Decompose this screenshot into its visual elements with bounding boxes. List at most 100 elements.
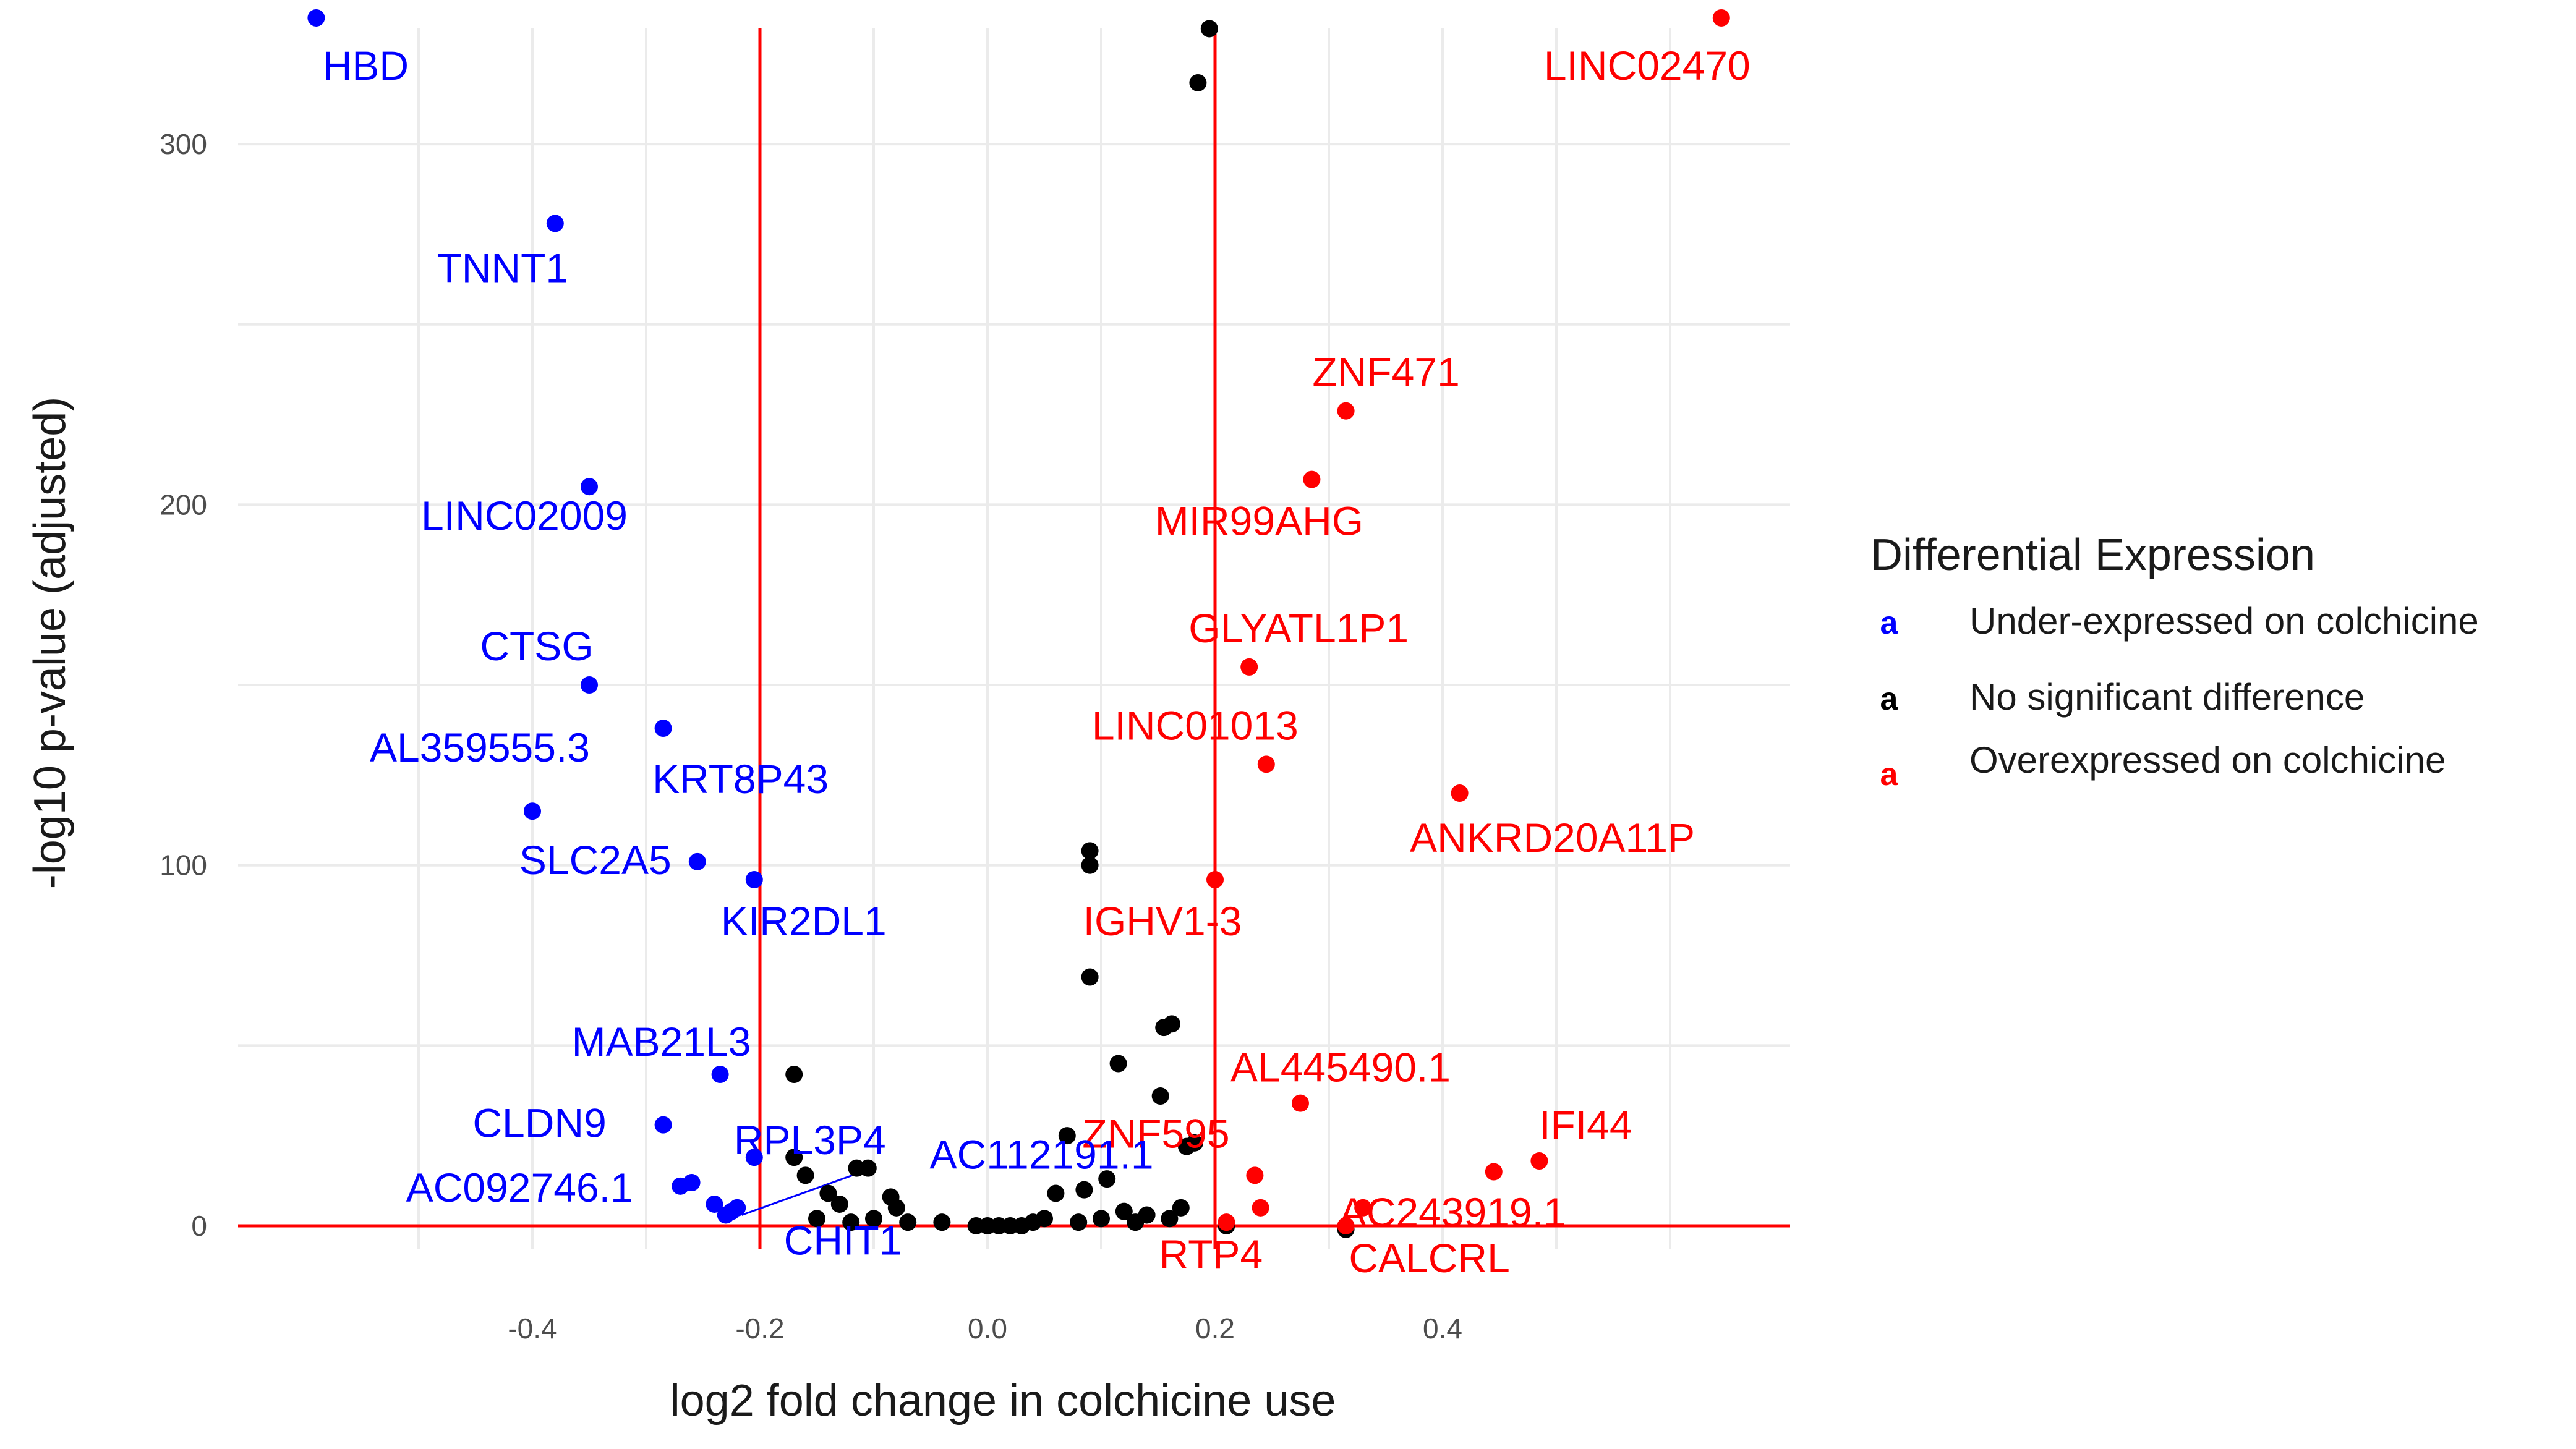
under-point — [654, 1116, 672, 1134]
none-point — [1081, 842, 1099, 860]
none-point — [1058, 1127, 1076, 1145]
none-point — [1163, 1015, 1181, 1033]
gene-label: ANKRD20A11P — [1410, 815, 1695, 860]
gene-label: KIR2DL1 — [721, 898, 887, 944]
none-point — [808, 1210, 825, 1228]
x-tick-label: 0.0 — [968, 1312, 1007, 1345]
gene-label: RTP4 — [1159, 1231, 1263, 1277]
gene-label: LINC02009 — [421, 493, 628, 538]
gene-label: IFI44 — [1539, 1102, 1632, 1148]
gene-label: IGHV1-3 — [1083, 898, 1242, 944]
under-point — [524, 802, 541, 820]
gene-label: LINC01013 — [1092, 702, 1299, 748]
x-tick-label: -0.2 — [735, 1312, 784, 1345]
gene-label: KRT8P43 — [652, 756, 829, 802]
y-tick-label: 200 — [160, 488, 207, 521]
none-point — [1070, 1213, 1088, 1231]
under-point — [711, 1066, 729, 1084]
gene-label: HBD — [323, 43, 409, 88]
over-point — [1303, 470, 1321, 488]
none-point — [887, 1199, 905, 1217]
none-point — [1172, 1199, 1190, 1217]
y-tick-label: 300 — [160, 128, 207, 160]
under-point — [307, 9, 325, 27]
gene-label: ZNF471 — [1312, 349, 1459, 395]
none-point — [1127, 1213, 1145, 1231]
under-point — [688, 852, 706, 870]
x-axis-title: log2 fold change in colchicine use — [670, 1376, 1336, 1426]
y-axis-ticks: 0 100 200 300 — [160, 128, 207, 1242]
under-point — [728, 1199, 746, 1217]
legend-label-none: No significant difference — [1969, 676, 2365, 718]
x-axis-ticks: -0.4 -0.2 0.0 0.2 0.4 — [508, 1312, 1462, 1345]
gene-label: AC243919.1 — [1339, 1189, 1566, 1235]
legend-key-none: a — [1880, 681, 1899, 717]
none-point — [1161, 1210, 1179, 1228]
gene-label: ZNF595 — [1082, 1110, 1229, 1156]
data-points — [307, 9, 1730, 1238]
annotation-connector — [741, 1171, 863, 1216]
under-point — [706, 1196, 723, 1213]
gene-label: LINC02470 — [1544, 43, 1751, 88]
over-point — [1240, 658, 1258, 676]
none-point — [1081, 968, 1099, 986]
none-point — [1075, 1181, 1093, 1199]
over-point — [1337, 1217, 1355, 1234]
none-point — [865, 1210, 882, 1228]
under-point — [745, 1149, 763, 1166]
gene-label: CTSG — [480, 623, 593, 669]
under-point — [581, 478, 598, 496]
over-point — [1206, 871, 1224, 889]
none-point — [1185, 1134, 1203, 1152]
none-point — [1081, 856, 1099, 874]
gene-label: TNNT1 — [437, 245, 568, 291]
none-point — [842, 1213, 860, 1231]
over-point — [1292, 1094, 1309, 1112]
gene-label: MAB21L3 — [572, 1019, 751, 1064]
none-point — [1093, 1210, 1110, 1228]
legend: Differential Expression a Under-expresse… — [1870, 530, 2479, 792]
x-tick-label: -0.4 — [508, 1312, 557, 1345]
gene-label: CLDN9 — [472, 1100, 606, 1146]
legend-label-over: Overexpressed on colchicine — [1969, 739, 2446, 781]
over-point — [1354, 1199, 1372, 1217]
under-point — [546, 215, 564, 232]
none-point — [1189, 74, 1207, 91]
gene-label: MIR99AHG — [1155, 498, 1363, 544]
over-point — [1252, 1199, 1269, 1217]
none-point — [785, 1149, 803, 1166]
none-point — [1200, 20, 1218, 38]
gene-label: AL445490.1 — [1230, 1045, 1451, 1090]
none-point — [1098, 1170, 1116, 1188]
none-point — [1109, 1055, 1127, 1073]
legend-key-over: a — [1880, 757, 1899, 792]
over-point — [1218, 1213, 1235, 1231]
none-point — [1047, 1184, 1065, 1202]
over-point — [1451, 784, 1469, 802]
none-point — [1151, 1087, 1169, 1105]
x-tick-label: 0.2 — [1195, 1312, 1235, 1345]
gene-label: RPL3P4 — [734, 1117, 886, 1163]
none-point — [933, 1213, 951, 1231]
legend-label-under: Under-expressed on colchicine — [1969, 600, 2479, 642]
gene-label: AL359555.3 — [370, 724, 590, 770]
label-connectors — [741, 1171, 863, 1216]
under-point — [683, 1174, 701, 1192]
under-point — [745, 871, 763, 889]
gene-label: SLC2A5 — [519, 837, 672, 883]
y-tick-label: 0 — [191, 1210, 207, 1242]
none-point — [1115, 1202, 1133, 1220]
legend-title: Differential Expression — [1870, 530, 2315, 580]
over-point — [1712, 9, 1730, 27]
none-point — [899, 1213, 917, 1231]
over-point — [1246, 1166, 1264, 1184]
none-point — [1036, 1210, 1053, 1228]
over-point — [1337, 402, 1355, 420]
none-point — [796, 1166, 814, 1184]
none-point — [830, 1196, 848, 1213]
gene-label: GLYATL1P1 — [1188, 605, 1409, 651]
gene-label: CHIT1 — [784, 1218, 902, 1264]
over-point — [1485, 1163, 1503, 1181]
